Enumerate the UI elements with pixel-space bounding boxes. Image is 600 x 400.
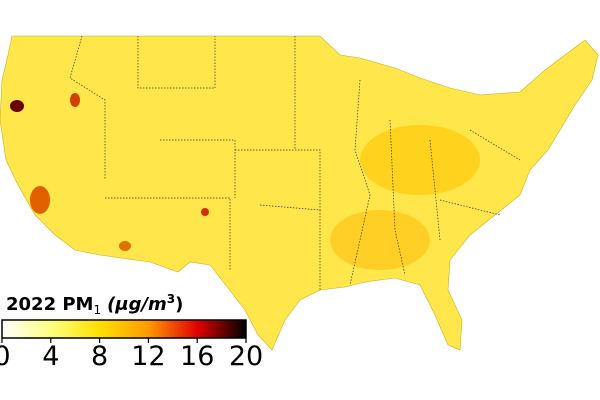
- tick-label: 16: [180, 341, 214, 372]
- hotspot: [201, 208, 209, 216]
- hotspot: [10, 100, 24, 112]
- hotspot: [70, 93, 80, 107]
- title-unit: (μg/m: [107, 294, 167, 315]
- tick-label: 4: [42, 341, 59, 372]
- hotspot: [360, 125, 480, 195]
- tick-label: 8: [91, 341, 108, 372]
- colorbar: [1, 319, 247, 339]
- state-border: [69, 35, 521, 290]
- tick-label: 20: [229, 341, 263, 372]
- hotspot: [30, 186, 50, 214]
- hotspot: [330, 210, 430, 270]
- tick-label: 0: [0, 341, 11, 372]
- title-subscript: 1: [93, 303, 101, 317]
- title-superscript: 3: [167, 292, 175, 306]
- title-close: ): [175, 294, 183, 315]
- tick-label: 12: [131, 341, 165, 372]
- hotspot: [119, 241, 131, 251]
- us-map: [0, 35, 599, 351]
- legend-title: 2022 PM1 (μg/m3): [6, 292, 183, 317]
- us-outline: [0, 35, 599, 351]
- title-main: 2022 PM: [6, 294, 93, 315]
